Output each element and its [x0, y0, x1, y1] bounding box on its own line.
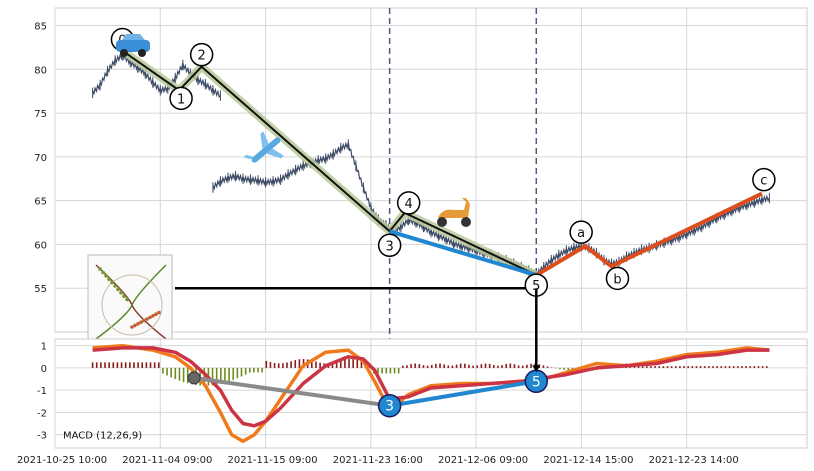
macd-y-tick-label: 0 [41, 364, 47, 375]
thumbnail-dot [101, 270, 105, 275]
macd-y-tick-label: -1 [37, 386, 47, 397]
x-tick-label: 2021-11-04 09:00 [122, 455, 212, 466]
price-y-tick-label: 70 [34, 153, 47, 164]
macd-blue-connector [389, 379, 537, 408]
price-y-tick-label: 80 [34, 65, 47, 76]
thumbnail-dot [151, 314, 155, 318]
wave-3-5-connector [389, 229, 537, 277]
thumbnail-dot [157, 310, 161, 315]
price-y-tick-label: 60 [34, 240, 47, 251]
wave-marker [396, 191, 421, 215]
wave-label: c [760, 174, 767, 189]
elliott-wave-lines [124, 50, 763, 290]
thumbnail-dot [139, 320, 143, 324]
impulse-wave-line [125, 52, 537, 277]
wave-label: a [577, 226, 585, 241]
car-icon [116, 34, 150, 57]
thumbnail-dot [125, 297, 129, 302]
fibonacci-thumbnail [87, 254, 173, 348]
macd-annotation: MACD (12,26,9) [63, 431, 142, 442]
price-y-tick-label: 55 [34, 284, 47, 295]
macd-y-tick-label: -2 [37, 408, 47, 419]
car-roof [122, 34, 145, 40]
macd-y-tick-label: -3 [37, 431, 47, 442]
plane-wing [260, 131, 269, 149]
price-y-tick-label: 75 [34, 109, 47, 120]
wave-label: 2 [197, 49, 205, 64]
price-y-tick-label: 85 [34, 22, 47, 33]
car-wheel [138, 49, 146, 57]
scooter-icon [437, 198, 471, 227]
scooter-body [438, 198, 470, 218]
x-tick-label: 2021-12-23 14:00 [649, 455, 739, 466]
thumbnail-dot [107, 277, 111, 281]
corrective-wave-line [535, 191, 763, 277]
x-tick-label: 2021-10-25 10:00 [17, 455, 107, 466]
price-y-ticks: 55 60 65 70 75 80 85 [34, 22, 47, 296]
macd-start-marker [187, 371, 201, 385]
thumbnail-dot [145, 317, 149, 321]
thumbnail-dot [122, 294, 126, 298]
macd-wave-markers: 35 [187, 369, 549, 418]
wave-label: b [613, 272, 621, 287]
x-tick-label: 2021-11-15 09:00 [227, 455, 317, 466]
wave-marker [189, 42, 214, 67]
macd-wave-label: 3 [385, 399, 394, 415]
thumbnail-arc [101, 274, 163, 336]
macd-wave-marker [377, 393, 402, 418]
wave-marker [377, 233, 402, 258]
scooter-wheel [461, 217, 471, 227]
macd-gray-connector [193, 375, 390, 408]
thumbnail-dot [154, 312, 158, 316]
thumbnail-dot [119, 291, 123, 295]
plane-wing [266, 148, 284, 159]
thumbnail-dot [130, 325, 134, 329]
arrow-head [532, 365, 541, 373]
wave-marker [752, 167, 776, 192]
wave-label: 4 [405, 197, 413, 212]
price-line [535, 194, 770, 278]
wave-marker [605, 266, 630, 291]
cross-panel-connectors [532, 288, 541, 373]
thumbnail-dot [110, 280, 114, 285]
x-axis-tick-labels: 2021-10-25 10:00 2021-11-04 09:00 2021-11-… [17, 455, 739, 466]
macd-panel: 10-1-2-3 35 MACD (12,26,9) [37, 338, 808, 449]
price-panel-frame [54, 7, 808, 333]
price-line [92, 52, 221, 99]
thumbnail-dot [133, 323, 137, 328]
thumbnail-dot [136, 322, 140, 326]
decorative-icons [87, 34, 471, 348]
wave-label: 3 [385, 239, 393, 254]
wave-label: 1 [177, 92, 185, 107]
price-series [92, 50, 770, 280]
thumbnail-curve [95, 264, 167, 340]
car-wheel [120, 49, 128, 57]
car-body [116, 40, 150, 52]
macd-grid [54, 339, 807, 448]
macd-y-ticks: 1 0 -1 -2 -3 [37, 342, 47, 442]
macd-lines [92, 343, 770, 444]
x-tick-label: 2021-12-14 15:00 [543, 455, 633, 466]
plane-tail [243, 154, 254, 160]
plane-fuselage [251, 137, 281, 163]
thumbnail-dot [142, 318, 146, 323]
wave-marker [569, 220, 593, 244]
thumbnail-dot [98, 267, 102, 271]
x-tick-label: 2021-11-23 16:00 [333, 455, 423, 466]
signal-line [92, 346, 770, 428]
thumbnail-dot [104, 274, 108, 278]
wave-marker [169, 86, 193, 111]
macd-wave-label: 5 [532, 374, 541, 390]
thumbnail-dot [116, 287, 120, 292]
airplane-icon [243, 131, 284, 163]
thumbnail-dot [113, 284, 117, 288]
macd-y-tick-label: 1 [41, 342, 47, 353]
scooter-wheel [437, 217, 447, 227]
x-tick-label: 2021-12-06 09:00 [438, 455, 528, 466]
price-y-tick-label: 65 [34, 197, 47, 208]
thumbnail-dot [148, 315, 152, 320]
wave-label: 5 [532, 279, 540, 294]
price-panel: 55 60 65 70 75 80 85 0 1 2 3 4 5 a b c [34, 7, 808, 448]
